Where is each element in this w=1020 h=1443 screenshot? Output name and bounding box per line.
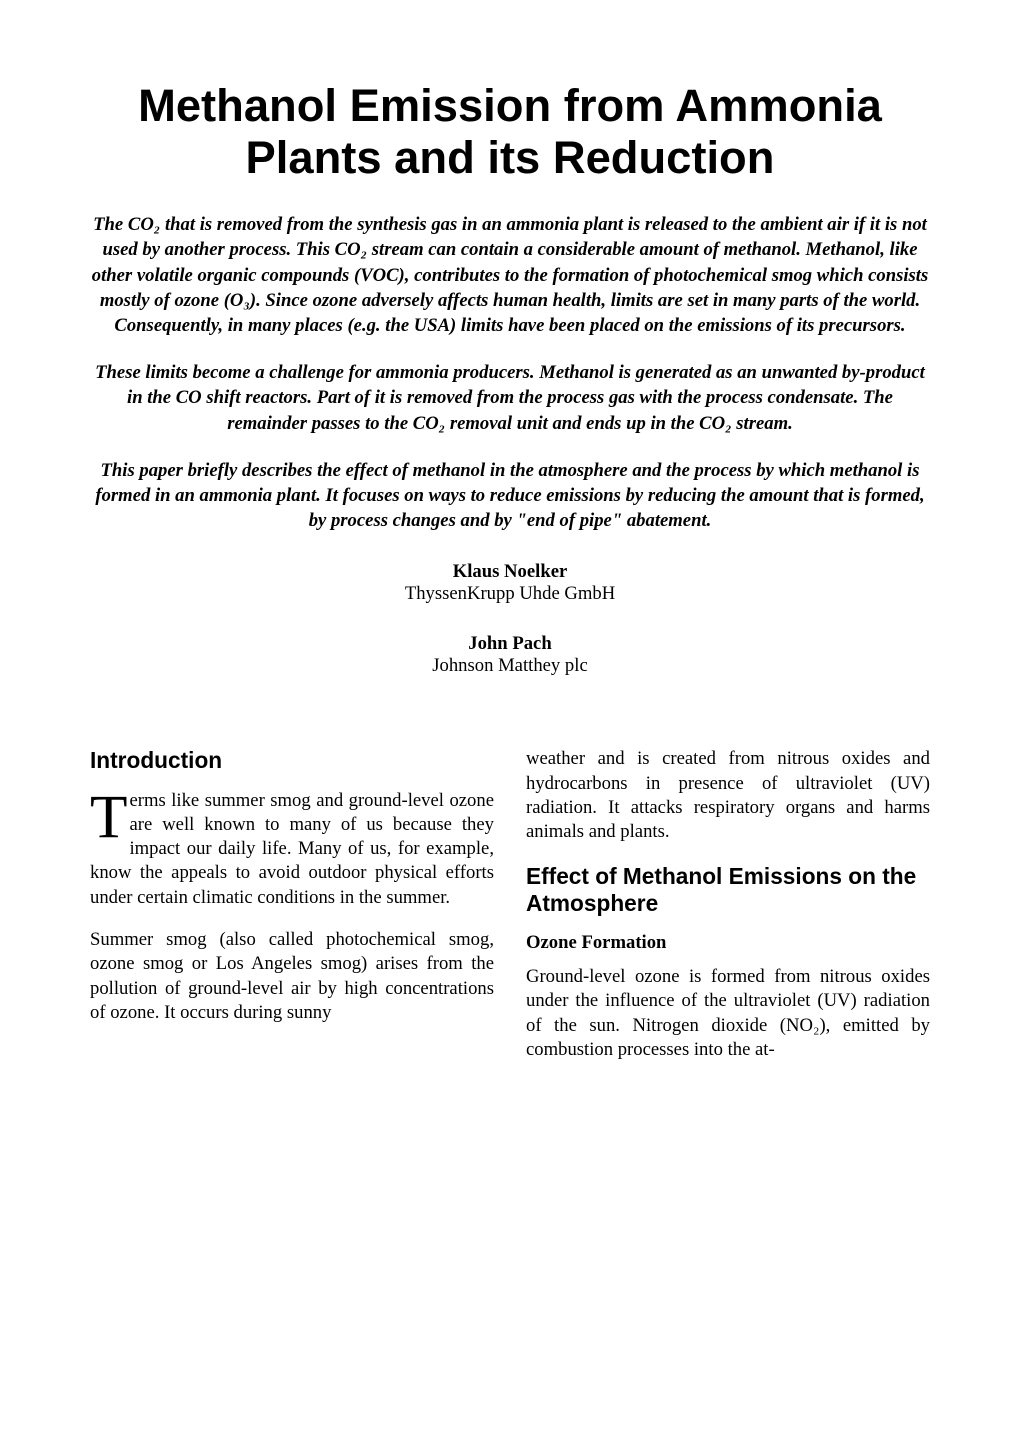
- right-continuation-paragraph: weather and is created from nitrous oxid…: [526, 747, 930, 844]
- abstract-paragraph-2: These limits become a challenge for ammo…: [90, 360, 930, 436]
- abstract-paragraph-1: The CO₂ that is removed from the synthes…: [90, 212, 930, 338]
- intro-paragraph-1: Terms like summer smog and ground-level …: [90, 789, 494, 910]
- sub-heading-ozone-formation: Ozone Formation: [526, 931, 930, 955]
- dropcap-letter: T: [90, 789, 129, 843]
- author-name-2: John Pach: [90, 633, 930, 655]
- author-block-2: John Pach Johnson Matthey plc: [90, 633, 930, 677]
- author-name-1: Klaus Noelker: [90, 561, 930, 583]
- paper-title: Methanol Emission from Ammonia Plants an…: [90, 80, 930, 184]
- two-column-layout: Introduction Terms like summer smog and …: [90, 747, 930, 1080]
- left-column: Introduction Terms like summer smog and …: [90, 747, 494, 1080]
- author-affiliation-2: Johnson Matthey plc: [90, 655, 930, 677]
- abstract-container: The CO₂ that is removed from the synthes…: [90, 212, 930, 533]
- abstract-paragraph-3: This paper briefly describes the effect …: [90, 458, 930, 534]
- right-column: weather and is created from nitrous oxid…: [526, 747, 930, 1080]
- section-heading-introduction: Introduction: [90, 747, 494, 774]
- intro-paragraph-1-text: erms like summer smog and ground-level o…: [90, 790, 494, 908]
- author-affiliation-1: ThyssenKrupp Uhde GmbH: [90, 583, 930, 605]
- section-heading-effect: Effect of Methanol Emissions on the Atmo…: [526, 863, 930, 917]
- ozone-formation-paragraph: Ground-level ozone is formed from nitrou…: [526, 965, 930, 1062]
- author-block-1: Klaus Noelker ThyssenKrupp Uhde GmbH: [90, 561, 930, 605]
- intro-paragraph-2: Summer smog (also called photochemical s…: [90, 928, 494, 1025]
